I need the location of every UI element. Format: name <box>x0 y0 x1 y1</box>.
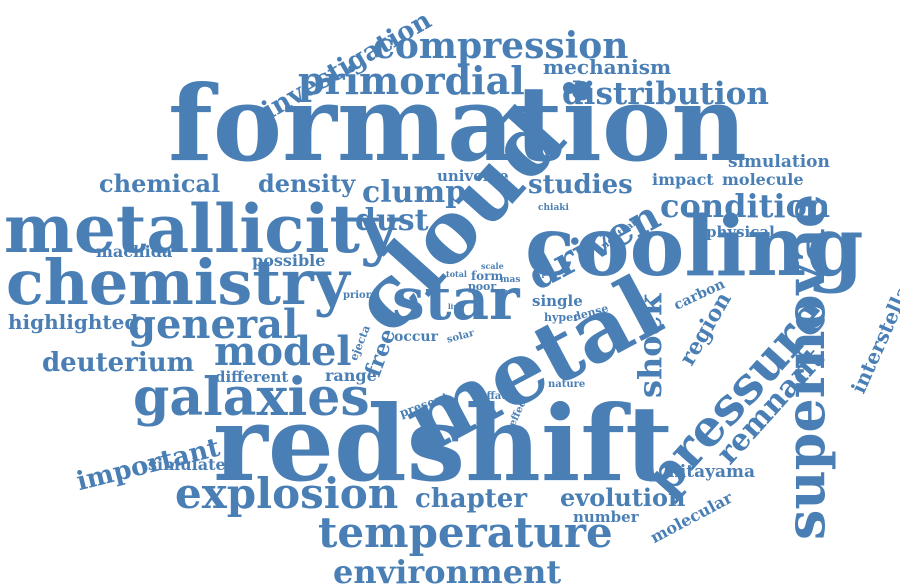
word-nature: nature <box>548 379 586 390</box>
word-chemical: chemical <box>99 169 221 198</box>
word-possible: possible <box>252 251 326 270</box>
word-metallicity: metallicity <box>4 190 399 268</box>
word-line: line <box>448 302 463 311</box>
word-clump: clump <box>362 175 467 210</box>
word-star: star <box>392 265 520 333</box>
word-single: single <box>532 292 583 310</box>
word-formation: formation <box>168 62 747 185</box>
word-condition: condition <box>660 187 831 225</box>
word-galaxies: galaxies <box>133 367 370 428</box>
word-size: size <box>497 287 513 296</box>
word-dust: dust <box>355 203 429 238</box>
word-redshift: redshift <box>213 382 674 505</box>
word-chapter: chapter <box>415 484 528 514</box>
word-distribution: distribution <box>562 76 769 112</box>
word-molecule: molecule <box>722 170 804 189</box>
word-environment: environment <box>333 553 562 588</box>
word-cooling: cooling <box>525 199 864 295</box>
word-impact: impact <box>652 170 714 189</box>
word-range: range <box>325 366 377 385</box>
word-physical: physical <box>706 223 775 241</box>
word-caffau: caffau <box>474 391 509 402</box>
word-poor: poor <box>468 280 497 293</box>
word-highlighted: highlighted <box>8 310 139 334</box>
word-hyper: hyper <box>544 311 579 324</box>
word-general: general <box>128 301 299 348</box>
word-chiaki: chiaki <box>538 203 569 213</box>
word-form: form <box>471 269 504 283</box>
dot-mark <box>563 82 575 94</box>
word-machida: machida <box>96 242 173 261</box>
word-simulation: simulation <box>728 152 830 172</box>
word-kitayama: kitayama <box>668 462 756 482</box>
word-deuterium: deuterium <box>42 348 195 378</box>
word-shock: shock <box>631 293 669 398</box>
word-evolution: evolution <box>560 483 686 512</box>
word-mas: mas <box>500 275 521 285</box>
word-type: type <box>533 268 553 278</box>
word-different: different <box>215 368 289 386</box>
word-mechanism: mechanism <box>543 55 672 79</box>
word-primordial: primordial <box>298 58 525 103</box>
word-chemistry: chemistry <box>6 246 350 319</box>
word-total: total <box>446 269 467 279</box>
word-occur: occur <box>394 329 438 345</box>
word-model: model <box>214 328 352 375</box>
word-explosion: explosion <box>175 469 399 518</box>
word-studies: studies <box>528 170 633 200</box>
word-number: number <box>573 508 639 526</box>
word-scale: scale <box>481 261 504 271</box>
word-compression: compression <box>373 25 629 67</box>
word-temperature: temperature <box>318 508 613 557</box>
word-prior: prior <box>343 290 371 301</box>
word-universe: universe <box>437 167 509 185</box>
word-density: density <box>258 169 356 198</box>
word-simulate: simulate <box>148 455 226 474</box>
